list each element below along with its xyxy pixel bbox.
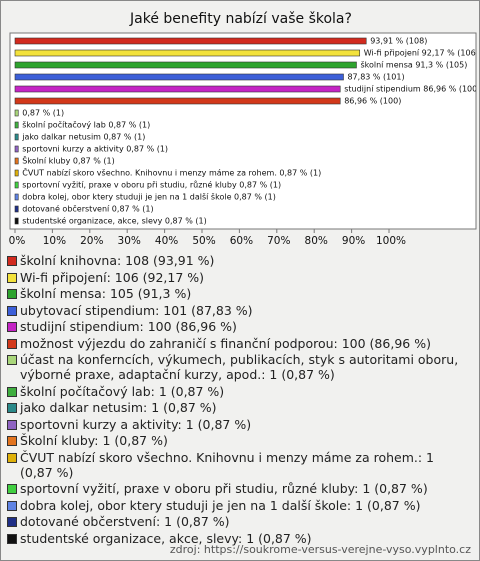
legend-item: ubytovací stipendium: 101 (87,83 %) [7,303,469,318]
bar [14,145,19,153]
bar [14,157,19,165]
bar [14,61,357,69]
x-tick-label: 60% [230,235,253,247]
legend-label: školní mensa: 105 (91,3 %) [20,286,192,301]
legend-swatch [7,533,17,544]
legend-swatch [7,419,17,430]
legend-label: studentské organizace, akce, slevy: 1 (0… [20,530,312,546]
bar [14,181,19,189]
value-label: školní mensa 91,3 % (105) [360,60,467,70]
bar [14,193,19,201]
legend-item: školní mensa: 105 (91,3 %) [7,286,469,301]
legend-item: Wi-fi připojení: 106 (92,17 %) [7,270,469,285]
legend-label: školní knihovna: 108 (93,91 %) [20,253,215,268]
legend-item: Školní kluby: 1 (0,87 %) [7,433,469,448]
legend-label: studijní stipendium: 100 (86,96 %) [20,319,237,334]
bar [14,205,19,213]
bar-group: 93,91 % (108) Wi-fi připojení 92,17 % (10… [14,37,479,226]
legend-swatch [7,436,17,446]
legend-item: dobra kolej, obor ktery studuji je jen n… [7,498,469,513]
legend-label: Školní kluby: 1 (0,87 %) [20,433,168,448]
value-label: 86,96 % (100) [344,97,401,106]
legend-swatch [7,484,17,494]
value-label: jako dalkar netusim 0,87 % (1) [21,133,145,142]
value-label: 93,91 % (108) [370,37,427,46]
bar [14,217,19,225]
legend-item: jako dalkar netusim: 1 (0,87 %) [7,400,469,415]
legend-label: sportovní vyžití, praxe v oboru při stud… [20,481,428,496]
legend-item: školní počítačový lab: 1 (0,87 %) [7,384,469,399]
source: zdroj: https://soukrome-versus-verejne-v… [169,543,471,556]
bar [14,169,19,177]
bar [14,109,19,117]
legend-label: Wi-fi připojení: 106 (92,17 %) [20,269,205,285]
value-label: ČVUT nabízí skoro všechno. Knihovnu i me… [22,167,321,178]
x-tick-label: 30% [118,235,141,247]
legend-label: možnost výjezdu do zahraničí s finanční … [20,335,431,351]
legend-item: účast na konferncích, výkumech, publikac… [7,352,469,382]
legend-swatch [7,500,17,511]
bar [14,133,19,141]
bar [14,97,341,105]
x-tick-label: 20% [80,235,103,247]
legend-item: dotované občerstvení: 1 (0,87 %) [7,514,469,529]
legend-item: ČVUT nabízí skoro všechno. Knihovnu i me… [7,450,469,480]
legend-swatch [7,452,17,463]
legend-label: školní počítačový lab: 1 (0,87 %) [20,383,225,399]
chart-title: Jaké benefity nabízí vaše škola? [129,11,352,27]
legend-label: ubytovací stipendium: 101 (87,83 %) [20,302,253,318]
legend-swatch [7,338,17,349]
legend-item: možnost výjezdu do zahraničí s finanční … [7,336,469,351]
legend-item: sportovní vyžití, praxe v oboru při stud… [7,481,469,496]
value-label: studijní stipendium 86,96 % (100) [344,85,479,94]
legend-label: jako dalkar netusim: 1 (0,87 %) [20,400,217,415]
value-label: dobra kolej, obor ktery studuji je jen n… [22,192,276,202]
bar [14,85,341,93]
x-tick-label: 80% [305,235,328,247]
legend-swatch [7,355,17,365]
x-tick-label: 0% [9,235,26,247]
x-tick-label: 90% [342,235,365,247]
legend-label: účast na konferncích, výkumech, publikac… [20,352,459,382]
x-tick-label: 70% [267,235,290,247]
bar [14,49,361,57]
value-label: Školní kluby 0,87 % (1) [22,155,115,166]
legend-item: školní knihovna: 108 (93,91 %) [7,253,469,268]
value-label: Wi-fi připojení 92,17 % (106) [364,49,479,58]
legend-label: dobra kolej, obor ktery studuji je jen n… [20,497,421,513]
x-tick-label: 40% [155,235,178,247]
legend-label: ČVUT nabízí skoro všechno. Knihovnu i me… [20,449,434,480]
legend-swatch [7,386,17,397]
bar [14,121,19,129]
legend-swatch [7,403,17,413]
value-label: studentské organizace, akce, slevy 0,87 … [22,216,206,226]
value-label: sportovni kurzy a aktivity 0,87 % (1) [22,145,168,154]
legend-swatch [7,517,17,527]
legend-swatch [7,256,17,266]
legend-swatch [7,289,17,299]
value-label: sportovní vyžití, praxe v oboru při stud… [22,180,281,190]
legend-swatch [7,305,17,316]
bar [14,37,367,45]
value-label: dotované občerstvení 0,87 % (1) [22,204,153,214]
value-label: 87,83 % (101) [347,73,404,82]
x-tick-label: 50% [192,235,215,247]
legend-item: studijní stipendium: 100 (86,96 %) [7,319,469,334]
legend-label: sportovni kurzy a aktivity: 1 (0,87 %) [20,416,252,432]
legend: školní knihovna: 108 (93,91 %) Wi-fi přip… [7,253,469,547]
legend-label: dotované občerstvení: 1 (0,87 %) [20,514,230,529]
legend-swatch [7,272,17,283]
legend-item: studentské organizace, akce, slevy: 1 (0… [7,531,469,546]
value-label: 0,87 % (1) [22,109,64,118]
bar [14,73,344,81]
x-tick-label: 10% [43,235,66,247]
legend-item: sportovni kurzy a aktivity: 1 (0,87 %) [7,417,469,432]
x-tick-label: 100% [376,235,406,247]
legend-swatch [7,322,17,332]
value-label: školní počítačový lab 0,87 % (1) [22,120,150,130]
chart: Jaké benefity nabízí vaše škola? 93,91 %… [9,11,479,247]
